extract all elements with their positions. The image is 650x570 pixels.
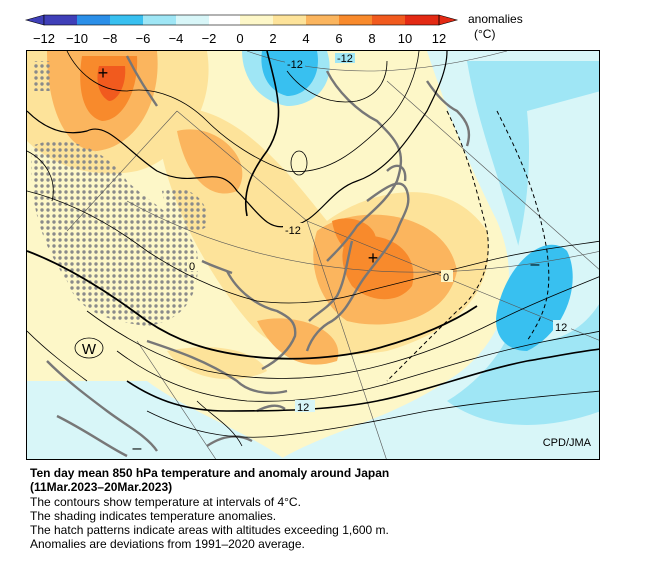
legend-tick-label: −2 <box>202 31 217 46</box>
legend-swatch <box>110 15 143 25</box>
legend-arrow-left <box>24 14 45 26</box>
legend-tick-label: 10 <box>398 31 412 46</box>
legend-tick-label: 8 <box>368 31 375 46</box>
legend-swatch <box>143 15 176 25</box>
legend-swatch <box>273 15 306 25</box>
legend-arrow-right <box>438 14 459 26</box>
legend-tick-label: 0 <box>236 31 243 46</box>
legend-tick-label: −6 <box>136 31 151 46</box>
contour-label: 0 <box>443 272 449 284</box>
anomaly-color-legend: −12 −10 −8 −6 −4 −2 0 2 4 6 8 10 12 <box>24 14 459 46</box>
legend-tick-label: −8 <box>103 31 118 46</box>
map-credit: CPD/JMA <box>542 437 591 449</box>
legend-colorbar <box>24 14 459 26</box>
coastlines <box>46 55 471 458</box>
legend-unit: (°C) <box>474 27 496 41</box>
contour-label: 12 <box>297 402 309 414</box>
legend-tick-label: 6 <box>335 31 342 46</box>
anomaly-markers: + + – – W <box>82 63 540 457</box>
caption-line: The hatch patterns indicate areas with a… <box>30 523 389 537</box>
legend-tick-label: 12 <box>432 31 446 46</box>
caption-line: The shading indicates temperature anomal… <box>30 509 277 523</box>
legend-swatch <box>306 15 339 25</box>
legend-swatch <box>44 15 77 25</box>
temperature-contours <box>27 51 599 447</box>
legend-swatch <box>405 15 439 25</box>
contour-labels: -12 -12 -12 0 0 12 12 <box>187 53 571 414</box>
contour-label: -12 <box>285 225 301 237</box>
caption-title-line-2: (11Mar.2023–20Mar.2023) <box>30 480 173 494</box>
caption-line: Anomalies are deviations from 1991–2020 … <box>30 537 305 551</box>
contour-label: -12 <box>287 59 303 71</box>
warm-anomaly-shading <box>27 51 489 380</box>
legend-ticks: −12 −10 −8 −6 −4 −2 0 2 4 6 8 10 12 <box>33 31 446 46</box>
legend-tick-label: −10 <box>66 31 88 46</box>
legend-swatch <box>240 15 273 25</box>
legend-swatch <box>339 15 372 25</box>
legend-tick-label: 2 <box>269 31 276 46</box>
cold-min-marker: – <box>133 440 142 457</box>
caption-title-line-1: Ten day mean 850 hPa temperature and ano… <box>30 466 390 480</box>
legend-swatch <box>77 15 110 25</box>
legend-tick-label: −4 <box>169 31 184 46</box>
legend-tick-label: 4 <box>302 31 309 46</box>
legend-tick-label: −12 <box>33 31 55 46</box>
map-canvas: -12 -12 -12 0 0 12 12 + + – – W <box>27 51 599 459</box>
warm-max-marker: + <box>368 248 379 268</box>
legend-swatch <box>176 15 209 25</box>
contour-label: 0 <box>189 261 195 273</box>
caption-line: The contours show temperature at interva… <box>30 495 301 509</box>
contour-label: 12 <box>555 322 567 334</box>
legend-swatch <box>209 15 240 25</box>
high-altitude-hatch <box>31 61 208 326</box>
warm-max-marker: + <box>98 63 109 83</box>
contour-label: -12 <box>337 53 353 65</box>
warm-core-marker: W <box>82 341 97 358</box>
anomaly-map: -12 -12 -12 0 0 12 12 + + – – W CPD/JMA <box>26 50 600 460</box>
cold-min-marker: – <box>531 256 540 273</box>
legend-swatch <box>372 15 405 25</box>
legend-title: anomalies <box>468 12 523 26</box>
